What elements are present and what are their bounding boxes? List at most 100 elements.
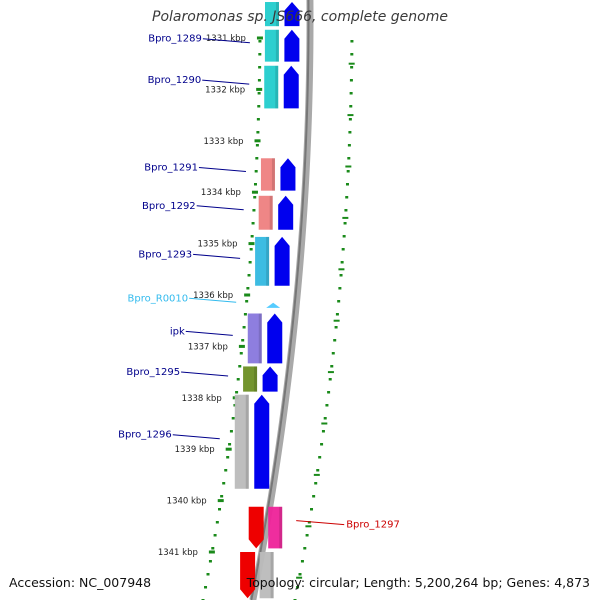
scale-tick-label: 1341 kbp — [158, 548, 198, 558]
outer-ring-dot — [349, 92, 353, 95]
ruler-dot — [228, 443, 232, 446]
feature-label: Bpro_1297 — [346, 520, 400, 531]
outer-ring-dot — [349, 105, 353, 108]
ruler-dot — [253, 196, 257, 199]
cog-category-box-shade — [245, 394, 249, 489]
scale-tick-label: 1334 kbp — [201, 188, 241, 198]
cog-category-box — [264, 2, 279, 27]
ruler-dot — [251, 222, 255, 225]
ruler-tick — [238, 344, 245, 348]
outer-ring-dot — [345, 196, 349, 199]
backbone-ring — [249, 0, 314, 600]
outer-ring-dot — [328, 378, 332, 381]
feature-label: Bpro_R0010 — [128, 293, 189, 304]
outer-ring-dot — [318, 456, 322, 459]
feature-label-leader — [181, 371, 229, 377]
outer-ring-dot — [327, 391, 331, 394]
backbone-ring-shadow — [250, 0, 310, 600]
cog-category-box — [259, 552, 274, 599]
outer-ring-dot — [341, 248, 345, 251]
feature-label-leader — [296, 520, 345, 526]
outer-ring-dot — [320, 443, 324, 446]
scale-tick-label: 1336 kbp — [193, 291, 233, 301]
ruler-tick — [244, 293, 251, 297]
outer-ring-dot — [314, 482, 318, 485]
outer-ring-dot — [333, 339, 337, 342]
cds-forward-arrow — [274, 236, 290, 286]
outer-ring-tick — [347, 114, 354, 117]
outer-ring-dot — [323, 417, 327, 420]
ruler-dot — [242, 326, 246, 329]
ruler-dot — [226, 456, 230, 459]
cds-forward-arrow — [267, 313, 283, 364]
outer-ring-dot — [303, 547, 307, 550]
feature-label-leader — [185, 330, 233, 336]
outer-ring-dot — [348, 118, 352, 121]
ruler-dot — [243, 313, 247, 316]
cds-forward-arrow — [283, 65, 299, 109]
ruler-dot — [249, 248, 253, 251]
ruler-dot — [253, 183, 257, 186]
ruler-tick — [225, 447, 232, 451]
ruler-dot — [257, 92, 261, 95]
ruler-dot — [218, 508, 222, 511]
outer-ring-tick — [342, 216, 349, 219]
ruler-dot — [245, 300, 249, 303]
cog-category-box — [243, 366, 258, 392]
ruler-dot — [256, 118, 260, 121]
cog-category-box — [234, 394, 249, 489]
outer-ring-dot — [343, 222, 347, 225]
scale-tick-label: 1333 kbp — [203, 137, 243, 147]
feature-label: Bpro_1296 — [118, 430, 172, 441]
feature-label: Bpro_1292 — [142, 201, 196, 212]
ruler-dot — [211, 547, 215, 550]
outer-ring-tick — [348, 62, 355, 65]
outer-ring-dot — [350, 40, 354, 43]
ruler-dot — [258, 53, 262, 56]
outer-ring-dot — [330, 365, 334, 368]
ruler-dot — [246, 287, 250, 290]
outer-ring-dot — [334, 326, 338, 329]
cog-category-box-shade — [279, 506, 283, 549]
cog-category-box — [260, 158, 275, 191]
scale-tick-label: 1339 kbp — [175, 445, 215, 455]
cog-category-box — [247, 313, 262, 364]
outer-ring-dot — [342, 235, 346, 238]
outer-ring-tick — [333, 319, 340, 322]
ruler-dot — [231, 417, 235, 420]
cog-category-box — [258, 195, 273, 230]
outer-ring-dot — [310, 508, 314, 511]
cog-category-box-shade — [266, 236, 270, 286]
ruler-dot — [250, 235, 254, 238]
ruler-dot — [257, 105, 261, 108]
outer-ring-dot — [349, 79, 353, 82]
ruler-dot — [248, 261, 252, 264]
ruler-dot — [257, 79, 261, 82]
ruler-dot — [222, 482, 226, 485]
cog-category-box-shade — [275, 29, 279, 62]
ruler-dot — [254, 170, 258, 173]
outer-ring-dot — [344, 209, 348, 212]
ruler-dot — [215, 521, 219, 524]
outer-ring-dot — [321, 430, 325, 433]
outer-ring-tick — [296, 576, 303, 579]
feature-label: Bpro_1290 — [148, 75, 202, 86]
accession-text: Accession: NC_007948 — [9, 575, 152, 590]
ruler-tick — [256, 87, 263, 91]
outer-ring-dot — [345, 183, 349, 186]
scale-tick-label: 1340 kbp — [167, 497, 207, 507]
cog-category-box-shade — [275, 2, 279, 27]
ruler-dot — [255, 157, 259, 160]
feature-label: ipk — [170, 326, 185, 337]
outer-ring-dot — [340, 261, 344, 264]
feature-label: Bpro_1293 — [138, 249, 192, 260]
outer-ring-tick — [327, 371, 334, 374]
outer-ring-tick — [313, 473, 320, 476]
ruler-tick — [248, 242, 255, 246]
outer-ring-dot — [347, 157, 351, 160]
cds-forward-arrow — [284, 29, 300, 62]
feature-label: Bpro_1289 — [148, 34, 202, 45]
rna-feature — [266, 302, 281, 308]
outer-ring-dot — [316, 469, 320, 472]
